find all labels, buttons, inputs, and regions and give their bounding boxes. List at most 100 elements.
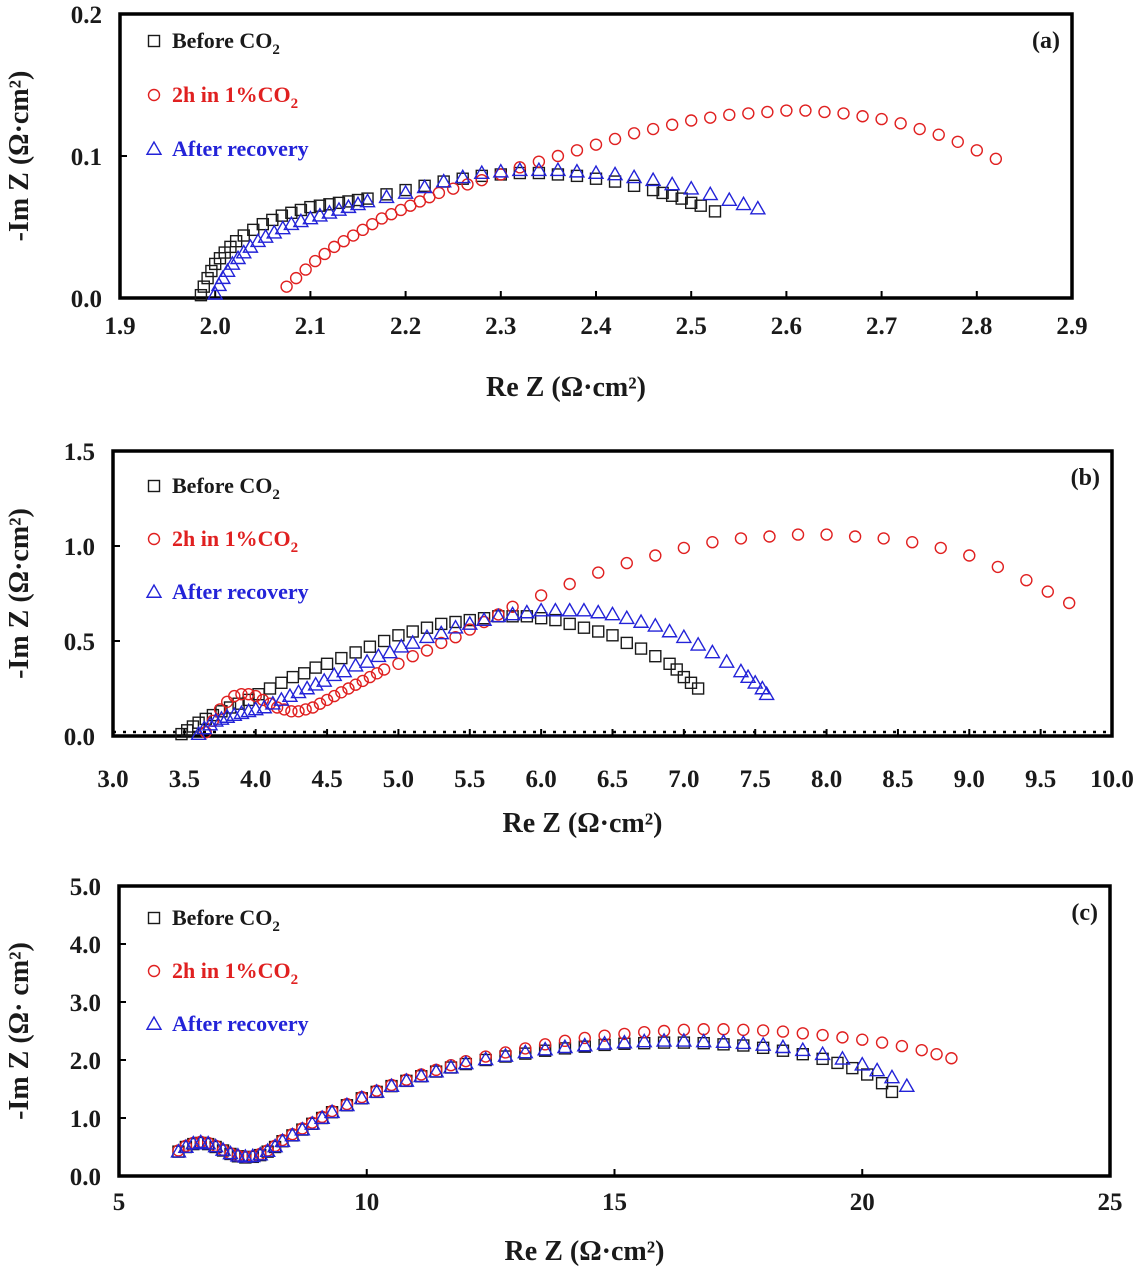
data-point — [875, 112, 888, 126]
data-point — [592, 625, 605, 638]
data-point — [432, 186, 446, 200]
data-point — [349, 646, 362, 659]
data-point — [718, 653, 735, 668]
data-point — [433, 624, 450, 640]
data-point — [532, 602, 550, 617]
x-tick-label: 3.0 — [97, 766, 128, 793]
data-point — [570, 144, 584, 157]
data-point — [837, 107, 850, 120]
data-point — [280, 280, 293, 293]
data-point — [558, 1034, 572, 1048]
data-point — [644, 171, 662, 187]
data-point — [393, 638, 410, 653]
data-point — [442, 1059, 460, 1074]
data-point — [756, 1024, 770, 1037]
data-point — [563, 577, 576, 591]
data-point — [702, 185, 719, 201]
data-point — [420, 644, 434, 657]
data-point — [608, 175, 622, 188]
data-point — [378, 188, 395, 204]
data-point — [177, 1138, 195, 1153]
data-point — [356, 223, 369, 237]
y-tick-label: 3.0 — [70, 990, 101, 1017]
data-point — [275, 209, 289, 222]
data-point — [763, 530, 776, 543]
x-tick-label: 2.6 — [771, 313, 802, 340]
legend-marker-triangle — [145, 583, 163, 598]
data-point — [883, 1068, 901, 1084]
data-point — [435, 173, 452, 188]
x-tick-label: 7.5 — [740, 766, 771, 793]
data-point — [302, 210, 319, 225]
data-point — [228, 689, 241, 703]
data-point — [263, 682, 277, 695]
data-point — [299, 703, 312, 716]
data-point — [298, 667, 311, 680]
data-point — [780, 104, 793, 117]
data-point — [991, 560, 1005, 574]
data-point — [285, 705, 298, 718]
data-point — [547, 602, 564, 617]
x-tick-label: 9.5 — [1025, 766, 1056, 793]
data-point — [556, 1038, 574, 1054]
data-point — [266, 224, 283, 239]
data-point — [895, 1039, 909, 1053]
data-point — [587, 164, 605, 179]
data-point — [818, 105, 831, 119]
data-point — [219, 262, 236, 277]
data-point — [723, 108, 736, 122]
x-axis-label: Re Z (Ω·cm²) — [505, 1236, 665, 1267]
data-point — [435, 617, 448, 631]
data-point — [706, 536, 719, 549]
data-point — [416, 178, 433, 194]
data-point — [323, 1103, 341, 1119]
data-point — [735, 1034, 752, 1050]
data-point — [689, 636, 707, 651]
data-point — [201, 716, 219, 731]
data-point — [638, 1025, 651, 1039]
x-tick-label: 10.0 — [1090, 766, 1134, 793]
series-circle — [199, 528, 1076, 739]
y-tick-label: 0.0 — [64, 724, 95, 751]
y-tick-label: 4.0 — [70, 932, 101, 959]
data-point — [898, 1077, 916, 1093]
chart-panel-a: 1.9 2.0 2.1 2.2 2.3 2.4 2.5 2.6 2.7 2.8 2.9 0.0 0.1 0… — [4, 2, 1088, 403]
data-point — [497, 1047, 514, 1062]
data-point — [1020, 574, 1033, 587]
data-point — [685, 196, 698, 210]
data-point — [604, 605, 621, 621]
x-tick-label: 5.5 — [454, 766, 485, 793]
data-point — [868, 1062, 886, 1077]
legend-marker-square — [147, 34, 161, 48]
data-point — [646, 122, 660, 136]
x-tick-label: 7.0 — [668, 766, 699, 793]
data-point — [656, 186, 669, 200]
data-point — [252, 1146, 269, 1161]
data-point — [313, 199, 327, 212]
data-point — [799, 104, 812, 117]
data-point — [326, 666, 343, 682]
x-tick-label: 5 — [113, 1189, 126, 1216]
data-point — [636, 1033, 653, 1048]
data-point — [758, 685, 775, 701]
data-point — [499, 1046, 512, 1059]
data-point — [383, 1077, 400, 1093]
data-point — [875, 1036, 889, 1049]
data-point — [292, 212, 310, 228]
data-point — [170, 1143, 187, 1158]
data-point — [392, 629, 405, 642]
data-point — [675, 192, 688, 205]
data-point — [213, 710, 230, 725]
data-point — [517, 1044, 534, 1059]
y-tick-label: 5.0 — [70, 874, 101, 901]
y-axis-label: -Im Z (Ω· cm²) — [4, 942, 35, 1120]
data-point — [449, 615, 462, 629]
panel-label: (b) — [1071, 465, 1100, 491]
legend-label: After recovery — [172, 579, 309, 604]
data-point — [532, 155, 546, 168]
legend-marker-circle — [147, 88, 161, 102]
data-point — [435, 636, 448, 650]
y-tick-label: 1.5 — [64, 439, 95, 466]
data-point — [596, 1035, 613, 1050]
